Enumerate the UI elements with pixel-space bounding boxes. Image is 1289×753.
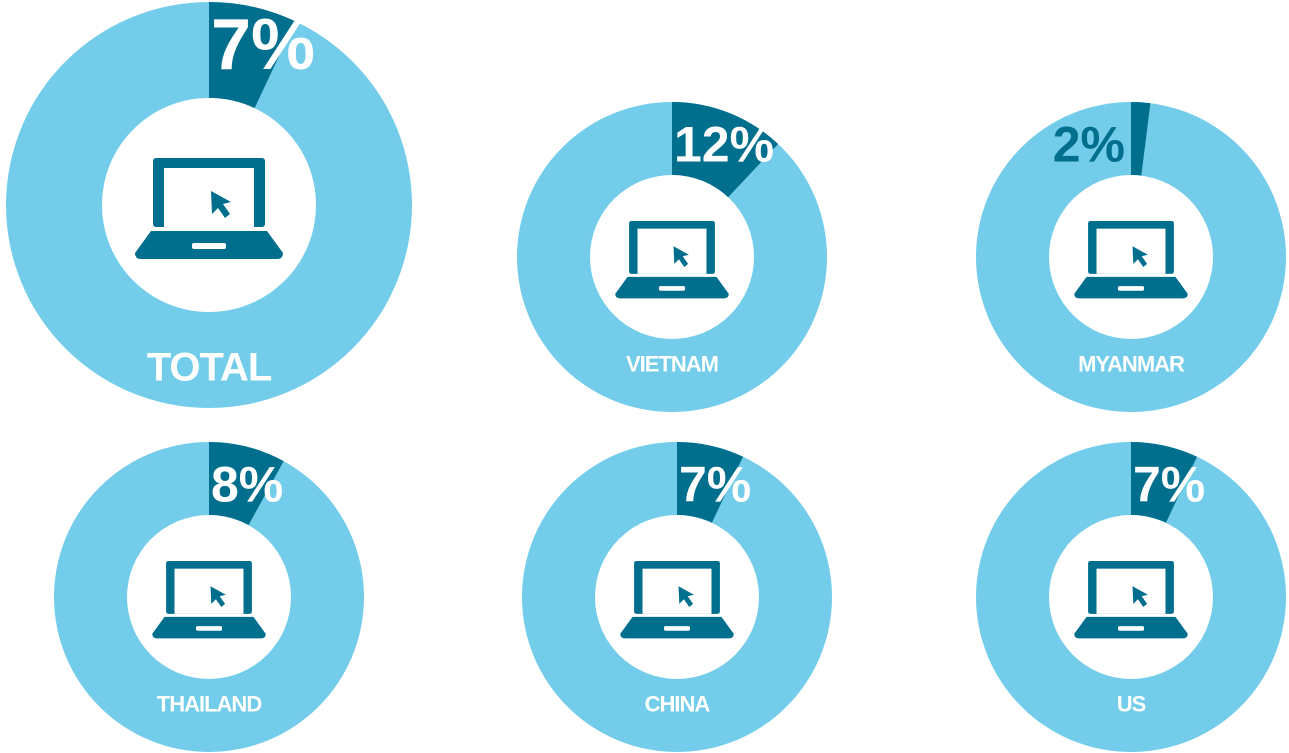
value-label: 7%: [679, 457, 751, 513]
laptop-icon: [135, 158, 283, 259]
value-label: 8%: [211, 457, 283, 513]
laptop-icon: [615, 220, 729, 299]
donut-segment: [209, 2, 296, 109]
value-label: 7%: [1133, 457, 1205, 513]
laptop-icon: [1074, 220, 1188, 299]
donut-title: VIETNAM: [626, 351, 718, 376]
value-label: 12%: [674, 117, 774, 173]
donut-segment: [1131, 102, 1151, 176]
laptop-icon: [152, 560, 266, 639]
value-label: 7%: [211, 5, 315, 85]
donut: 7% TOTAL: [6, 2, 412, 408]
laptop-icon: [1074, 560, 1188, 639]
donut: 7% US: [976, 442, 1286, 752]
donut: 8% THAILAND: [54, 442, 364, 752]
donut-segment: [209, 442, 284, 526]
donut: 2% MYANMAR: [976, 102, 1286, 412]
donut-segment: [1131, 442, 1197, 523]
donut-segment: [677, 442, 743, 523]
donut-title: MYANMAR: [1078, 351, 1185, 376]
laptop-icon: [620, 560, 734, 639]
value-label: 2%: [1053, 117, 1125, 173]
donut-title: US: [1117, 691, 1146, 716]
donut: 7% CHINA: [522, 442, 832, 752]
donut-title: THAILAND: [157, 691, 262, 716]
donut: 12% VIETNAM: [517, 102, 827, 412]
donut-title: CHINA: [645, 691, 711, 716]
donut-title: TOTAL: [147, 346, 272, 390]
donut-segment: [672, 102, 779, 198]
